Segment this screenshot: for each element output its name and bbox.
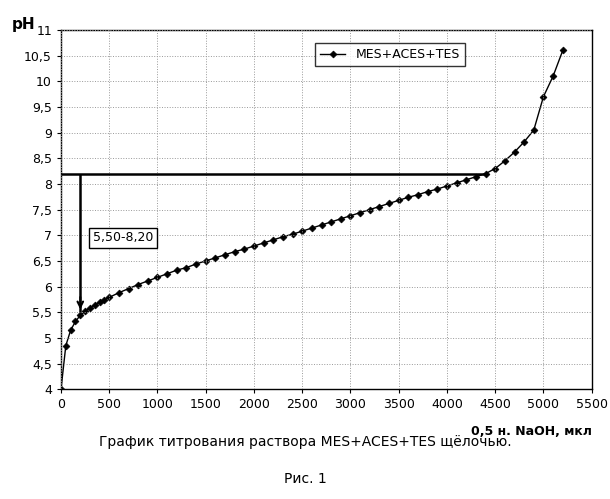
MES+ACES+TES [376, 204, 383, 210]
MES+ACES+TES [135, 281, 142, 287]
MES+ACES+TES [540, 94, 547, 100]
Line: MES+ACES+TES: MES+ACES+TES [59, 48, 565, 392]
MES+ACES+TES [57, 386, 65, 392]
MES+ACES+TES [559, 47, 567, 53]
MES+ACES+TES [414, 192, 422, 198]
Text: 5,50-8,20: 5,50-8,20 [93, 232, 153, 245]
Text: 0,5 н. NaOH, мкл: 0,5 н. NaOH, мкл [471, 425, 592, 438]
MES+ACES+TES [472, 174, 479, 180]
MES+ACES+TES [144, 278, 151, 284]
Text: pH: pH [12, 17, 36, 32]
Text: Рис. 1: Рис. 1 [284, 472, 326, 486]
Text: График титрования раствора MES+ACES+TES щёлочью.: График титрования раствора MES+ACES+TES … [99, 435, 511, 449]
Legend: MES+ACES+TES: MES+ACES+TES [315, 43, 465, 66]
